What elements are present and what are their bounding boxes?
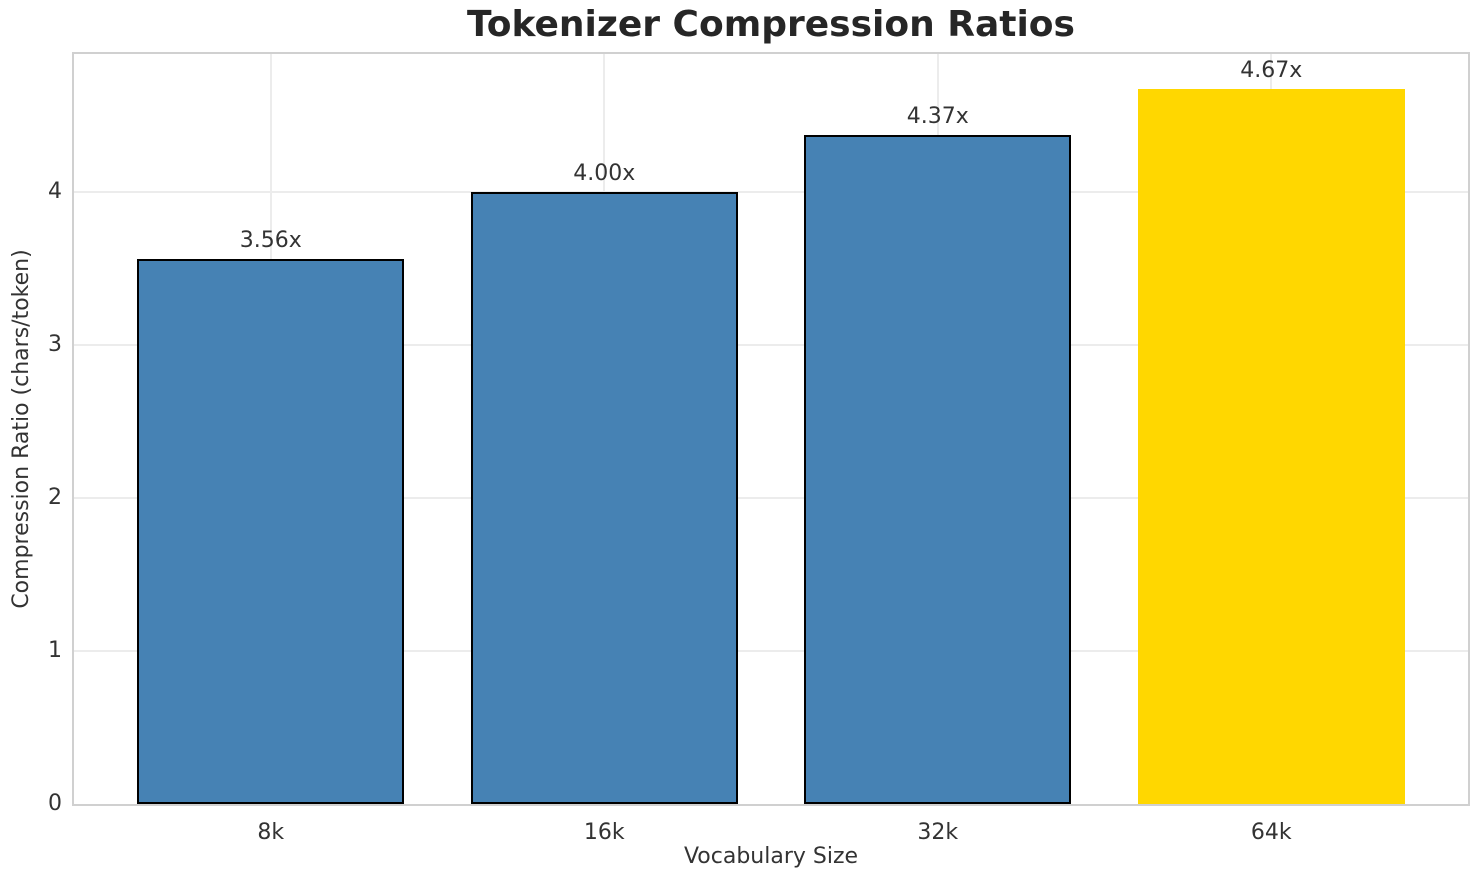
y-axis-label: Compression Ratio (chars/token) [9,249,34,609]
bar-value-label: 3.56x [239,228,302,254]
y-tick-label: 1 [48,637,62,663]
x-tick-label: 64k [1250,820,1292,845]
bar-64k [1137,89,1405,804]
y-tick-label: 0 [48,791,62,816]
y-tick-label: 2 [48,484,62,510]
bar-value-label: 4.37x [906,104,969,130]
y-tick-label: 4 [48,178,62,204]
bar-8k [137,259,405,804]
x-tick-label: 32k [917,820,959,845]
x-tick-label: 16k [583,820,625,845]
bar-value-label: 4.00x [573,160,636,186]
bar-value-label: 4.67x [1240,58,1303,84]
bar-16k [470,191,738,804]
y-tick-label: 3 [48,331,62,357]
gridline-horizontal [74,496,1468,499]
gridline-horizontal [74,343,1468,346]
plot-area: 0 1 2 3 4 3.56x 8k 4.00x 16k 4.37x 32k 4.67x 64k [48,52,1470,844]
gridline-horizontal [74,190,1468,193]
gridline-horizontal [74,649,1468,652]
chart-title: Tokenizer Compression Ratios [467,4,1075,45]
bar-32k [804,135,1072,804]
x-axis-label: Vocabulary Size [683,844,859,869]
x-tick-label: 8k [257,820,285,845]
